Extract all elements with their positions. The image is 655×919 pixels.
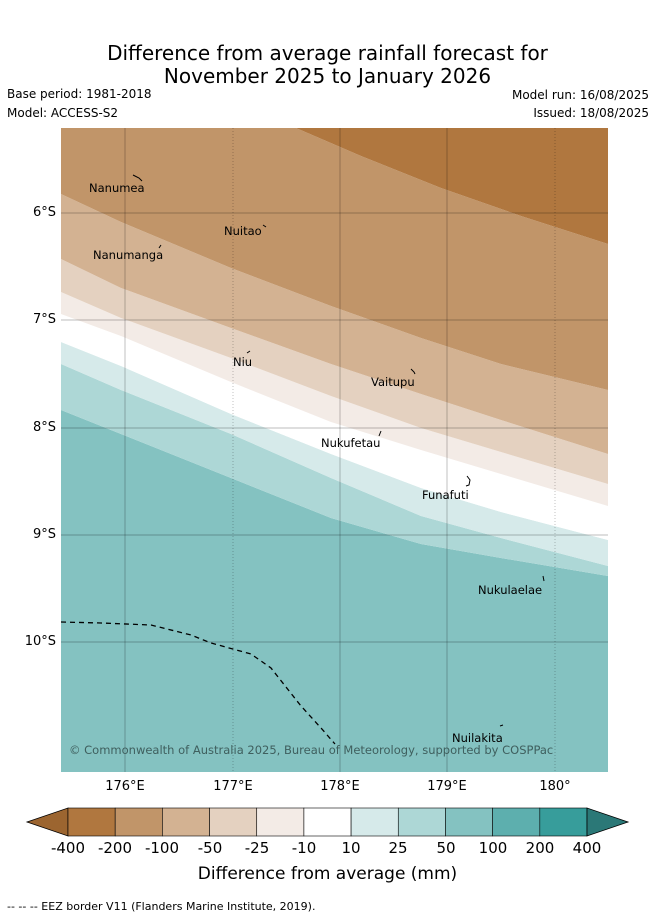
- colorbar-swatch: [209, 807, 258, 837]
- island-mark-nuilakita: [499, 724, 504, 727]
- colorbar-extend-high: [586, 807, 630, 837]
- model-run: Model run: 16/08/2025: [511, 88, 649, 102]
- island-mark-funafuti: [465, 475, 471, 487]
- y-tick-6s: 6°S: [32, 205, 56, 220]
- island-label-niu: Niu: [233, 355, 252, 369]
- cb-tick-3: -50: [197, 839, 223, 857]
- title-line-2: November 2025 to January 2026: [163, 64, 492, 88]
- cb-tick-6: 10: [341, 839, 361, 857]
- island-label-funafuti: Funafuti: [422, 488, 469, 502]
- x-tick-178e: 178°E: [320, 779, 360, 794]
- island-label-nanumea: Nanumea: [89, 181, 145, 195]
- title-line-1: Difference from average rainfall forecas…: [107, 41, 548, 65]
- band-minus200-400: [296, 128, 608, 244]
- band-minus50-100: [61, 194, 608, 454]
- island-label-nuilakita: Nuilakita: [452, 731, 503, 745]
- map-grid: [61, 128, 608, 772]
- island-mark-nukulaelae: [542, 575, 545, 582]
- cb-tick-0: -400: [50, 839, 86, 857]
- island-label-vaitupu: Vaitupu: [371, 375, 415, 389]
- y-tick-8s: 8°S: [32, 420, 56, 435]
- x-tick-177e: 177°E: [213, 779, 253, 794]
- colorbar-swatch: [397, 807, 446, 837]
- base-period: Base period: 1981-2018: [7, 87, 152, 101]
- colorbar-swatch: [162, 807, 210, 837]
- island-label-nanumanga: Nanumanga: [93, 248, 163, 262]
- island-markers: [132, 174, 545, 727]
- y-tick-7s: 7°S: [32, 312, 56, 327]
- colorbar-swatch: [445, 807, 493, 837]
- rainfall-map: Nanumea Nuitao Nanumanga Niu Vaitupu Nuk…: [61, 128, 608, 772]
- cb-tick-11: 400: [572, 839, 602, 857]
- colorbar-title: Difference from average (mm): [197, 864, 458, 884]
- band-minus100-200: [61, 128, 608, 390]
- island-mark-nanumea: [132, 174, 143, 182]
- colorbar: [25, 807, 630, 837]
- cb-tick-10: 200: [525, 839, 555, 857]
- y-tick-10s: 10°S: [24, 634, 56, 649]
- band-50-100: [61, 410, 608, 772]
- band-25-50: [61, 364, 608, 576]
- colorbar-extend-low: [25, 807, 69, 837]
- island-label-nuitao: Nuitao: [224, 224, 262, 238]
- copyright-notice: © Commonwealth of Australia 2025, Bureau…: [69, 743, 553, 757]
- colorbar-swatch: [492, 807, 541, 837]
- model-name: Model: ACCESS-S2: [7, 106, 119, 120]
- eez-legend-note: -- -- -- EEZ border V11 (Flanders Marine…: [7, 900, 316, 913]
- island-label-nukufetau: Nukufetau: [321, 436, 380, 450]
- colorbar-swatch: [67, 807, 116, 837]
- colorbar-swatch: [303, 807, 352, 837]
- island-label-nukulaelae: Nukulaelae: [478, 583, 542, 597]
- colorbar-swatch: [114, 807, 163, 837]
- island-mark-nuitao: [262, 224, 267, 228]
- colorbar-swatch: [256, 807, 305, 837]
- cb-tick-7: 25: [388, 839, 408, 857]
- colorbar-swatch: [539, 807, 588, 837]
- colorbar-swatch: [350, 807, 399, 837]
- issued-date: Issued: 18/08/2025: [533, 106, 649, 120]
- island-mark-vaitupu: [410, 368, 416, 375]
- y-tick-9s: 9°S: [32, 527, 56, 542]
- cb-tick-1: -200: [97, 839, 133, 857]
- band-neutral: [61, 314, 608, 540]
- island-mark-niu: [246, 350, 251, 354]
- cb-tick-8: 50: [436, 839, 456, 857]
- band-10-25: [61, 342, 608, 566]
- eez-border: [61, 621, 336, 745]
- band-minus10-25: [61, 292, 608, 506]
- cb-tick-4: -25: [244, 839, 270, 857]
- x-tick-180: 180°: [539, 779, 571, 794]
- island-mark-nanumanga: [158, 244, 162, 249]
- cb-tick-5: -10: [291, 839, 317, 857]
- x-tick-176e: 176°E: [105, 779, 145, 794]
- cb-tick-9: 100: [478, 839, 508, 857]
- band-minus25-50: [61, 259, 608, 484]
- x-tick-179e: 179°E: [427, 779, 467, 794]
- island-mark-nukufetau: [378, 430, 382, 437]
- cb-tick-2: -100: [144, 839, 180, 857]
